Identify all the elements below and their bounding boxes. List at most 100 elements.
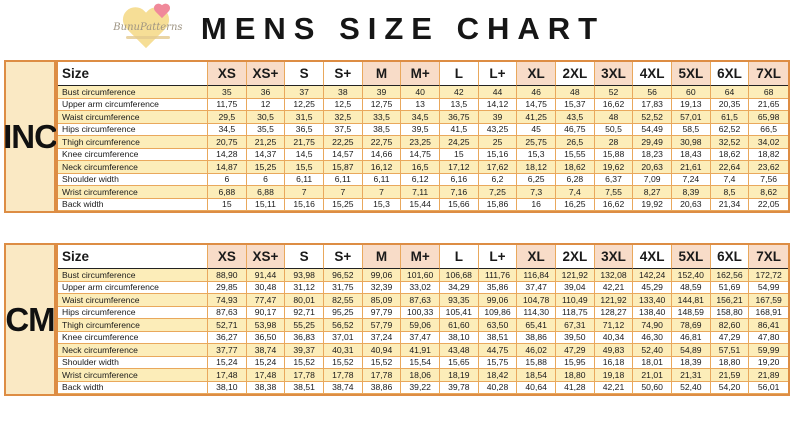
value-cell: 15,65 [440,356,479,369]
value-cell: 6 [246,173,286,186]
value-cell: 12,5 [324,98,363,111]
value-cell: 38,51 [285,381,324,394]
value-cell: 7,11 [401,186,440,199]
value-cell: 40,34 [594,331,634,344]
value-cell: 6,25 [517,173,556,186]
value-cell: 28 [594,136,634,149]
value-cell: 15,66 [440,198,479,211]
value-cell: 48 [556,86,595,99]
value-cell: 36,50 [246,331,286,344]
value-cell: 18,80 [556,369,595,382]
size-column-header: M+ [401,245,440,269]
value-cell: 46,81 [672,331,711,344]
row-label: Knee circumference [58,331,208,344]
value-cell: 17,78 [362,369,402,382]
value-cell: 40 [401,86,440,99]
value-cell: 55,25 [285,319,324,332]
value-cell: 19,13 [672,98,711,111]
value-cell: 21,34 [710,198,750,211]
value-cell: 60 [672,86,711,99]
value-cell: 110,49 [556,294,595,307]
row-label: Thigh circumference [58,136,208,149]
value-cell: 50,5 [594,123,634,136]
value-cell: 21,89 [749,369,788,382]
value-cell: 86,41 [749,319,788,332]
value-cell: 14,12 [478,98,518,111]
value-cell: 99,06 [478,294,518,307]
value-cell: 16 [517,198,556,211]
value-cell: 68 [749,86,788,99]
size-column-header: XL [517,62,556,86]
value-cell: 17,78 [285,369,324,382]
value-cell: 15,52 [362,356,402,369]
row-label: Bust circumference [58,269,208,282]
value-cell: 109,86 [478,306,518,319]
value-cell: 46,02 [517,344,556,357]
value-cell: 106,68 [440,269,479,282]
small-heart-icon [153,4,171,20]
value-cell: 30,5 [246,111,286,124]
value-cell: 6,11 [324,173,363,186]
row-label: Upper arm circumference [58,281,208,294]
value-cell: 82,60 [710,319,750,332]
value-cell: 87,63 [208,306,247,319]
value-cell: 17,48 [246,369,286,382]
value-cell: 105,41 [440,306,479,319]
value-cell: 71,12 [594,319,634,332]
value-cell: 37,47 [401,331,440,344]
size-header-cell: Size [58,245,208,269]
value-cell: 30,98 [672,136,711,149]
value-cell: 26,5 [556,136,595,149]
value-cell: 15,86 [478,198,518,211]
value-cell: 7,4 [710,173,750,186]
value-cell: 59,06 [401,319,440,332]
value-cell: 54,20 [710,381,750,394]
size-column-header: 6XL [710,62,750,86]
value-cell: 93,35 [440,294,479,307]
size-column-header: L [440,62,479,86]
value-cell: 37,5 [324,123,363,136]
value-cell: 96,52 [324,269,363,282]
value-cell: 114,30 [517,306,556,319]
value-cell: 162,56 [710,269,750,282]
value-cell: 36,75 [440,111,479,124]
value-cell: 6,88 [246,186,286,199]
value-cell: 14,75 [517,98,556,111]
size-table-centimeters: CM Size XS XS+ S S+ M M+ L L+ XL 2XL 3XL 4XL 5XL 6XL 7X… [4,243,790,396]
value-cell: 15,75 [478,356,518,369]
value-cell: 22,05 [749,199,788,211]
value-cell: 43,48 [440,344,479,357]
value-cell: 7,4 [556,186,595,199]
value-cell: 22,64 [710,161,750,174]
value-cell: 38,74 [246,344,286,357]
value-cell: 41,5 [440,123,479,136]
value-cell: 118,75 [556,306,595,319]
row-label: Shoulder width [58,356,208,369]
value-cell: 15,25 [246,161,286,174]
value-cell: 121,92 [594,294,634,307]
value-cell: 99,06 [362,269,402,282]
value-cell: 15,44 [401,198,440,211]
value-cell: 15 [208,198,247,211]
value-cell: 42 [440,86,479,99]
value-cell: 39,22 [401,381,440,394]
value-cell: 104,78 [517,294,556,307]
value-cell: 21,75 [285,136,324,149]
value-cell: 37,47 [517,281,556,294]
value-cell: 42,21 [594,381,634,394]
value-cell: 6,88 [208,186,247,199]
value-cell: 65,41 [517,319,556,332]
value-cell: 36,5 [285,123,324,136]
value-cell: 39,5 [401,123,440,136]
value-cell: 39 [362,86,402,99]
size-column-header: S+ [324,62,363,86]
value-cell: 132,08 [594,269,634,282]
value-cell: 7,25 [478,186,518,199]
value-cell: 19,20 [749,357,788,369]
value-cell: 32,52 [710,136,750,149]
value-cell: 38,86 [362,381,402,394]
value-cell: 44,75 [478,344,518,357]
value-cell: 19,18 [594,369,634,382]
value-cell: 37,01 [324,331,363,344]
value-cell: 24,25 [440,136,479,149]
